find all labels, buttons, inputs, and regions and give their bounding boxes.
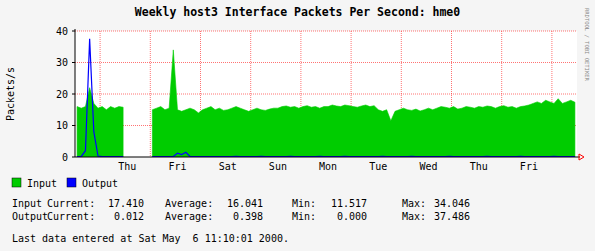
x-tick-label: Wed bbox=[419, 161, 437, 172]
y-grid-line bbox=[75, 62, 577, 63]
legend-label: Input bbox=[27, 178, 57, 189]
x-tick-label: Thu bbox=[470, 161, 488, 172]
stats-value: 34.046 bbox=[434, 198, 470, 209]
chart: Weekly host3 Interface Packets Per Secon… bbox=[0, 0, 595, 251]
background bbox=[0, 0, 595, 251]
y-tick-label: 20 bbox=[56, 89, 68, 100]
stats-value: 0.000 bbox=[337, 211, 367, 222]
stats-value: 37.486 bbox=[434, 211, 470, 222]
data bbox=[77, 39, 575, 157]
stats-label: Current: bbox=[47, 211, 95, 222]
stats-value: 11.517 bbox=[331, 198, 367, 209]
stats-name: Output bbox=[12, 211, 48, 222]
x-grid-line bbox=[150, 31, 151, 157]
x-tick-label: Mon bbox=[319, 161, 337, 172]
legend-label: Output bbox=[82, 178, 118, 189]
watermark: RRDTOOL / TOBI OETIKER bbox=[584, 8, 590, 82]
plot-area bbox=[75, 31, 577, 157]
stats-label: Min: bbox=[292, 211, 316, 222]
input-area bbox=[77, 50, 575, 157]
stats-value: 16.041 bbox=[227, 198, 263, 209]
y-tick-label: 40 bbox=[56, 26, 68, 37]
grid bbox=[75, 31, 577, 157]
stats-value: 0.012 bbox=[114, 211, 144, 222]
output-line bbox=[77, 39, 575, 157]
stats-value: 17.410 bbox=[108, 198, 144, 209]
x-tick-label: Tue bbox=[369, 161, 387, 172]
legend-swatch bbox=[67, 178, 76, 187]
legend-swatch bbox=[12, 178, 21, 187]
x-axis bbox=[75, 157, 580, 158]
x-tick-label: Fri bbox=[520, 161, 538, 172]
footer: Last data entered at Sat May 6 11:10:01 … bbox=[12, 233, 289, 244]
stats-label: Min: bbox=[292, 198, 316, 209]
y-tick-label: 30 bbox=[56, 57, 68, 68]
y-axis bbox=[75, 29, 76, 157]
stats-name: Input bbox=[12, 198, 42, 209]
stats-label: Average: bbox=[165, 198, 213, 209]
stats-label: Average: bbox=[165, 211, 213, 222]
x-tick-label: Thu bbox=[118, 161, 136, 172]
x-axis-arrow bbox=[579, 154, 584, 160]
x-tick-label: Sun bbox=[269, 161, 287, 172]
stats-label: Max: bbox=[402, 198, 426, 209]
y-tick-label: 0 bbox=[62, 152, 68, 163]
stats-label: Max: bbox=[402, 211, 426, 222]
x-tick-label: Sat bbox=[219, 161, 237, 172]
stats-value: 0.398 bbox=[233, 211, 263, 222]
y-axis-label: Packets/s bbox=[5, 67, 16, 121]
y-tick-label: 10 bbox=[56, 120, 68, 131]
stats-label: Current: bbox=[47, 198, 95, 209]
title: Weekly host3 Interface Packets Per Secon… bbox=[135, 5, 460, 19]
x-tick-label: Fri bbox=[168, 161, 186, 172]
